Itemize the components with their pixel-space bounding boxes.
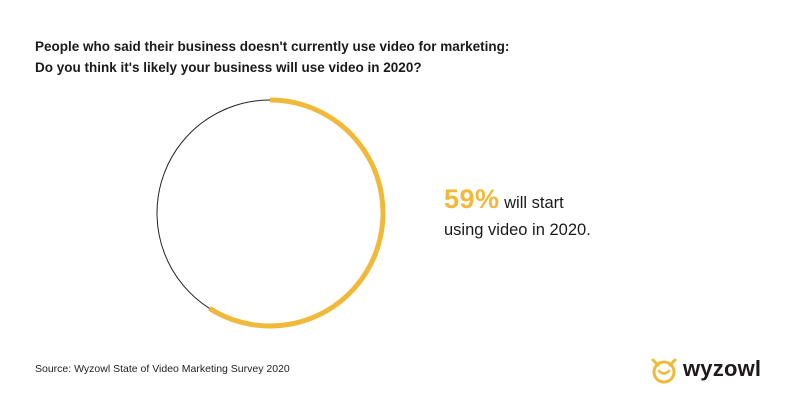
callout: 59% will start using video in 2020. [444, 186, 591, 244]
donut-segment-other [156, 99, 271, 309]
title-line-1: People who said their business doesn't c… [35, 39, 510, 54]
source-note: Source: Wyzowl State of Video Marketing … [35, 363, 290, 375]
callout-line-1: 59% will start [444, 186, 591, 217]
callout-text-2: using video in 2020. [444, 221, 591, 239]
callout-percent: 59% [444, 184, 500, 214]
owl-icon [651, 358, 677, 384]
title-line-2: Do you think it's likely your business w… [35, 60, 422, 75]
logo-wordmark: wyzowl [683, 356, 762, 381]
chart-title: People who said their business doesn't c… [35, 36, 509, 78]
donut-chart [156, 97, 386, 329]
donut-segment-will-start [208, 97, 386, 329]
callout-text-1: will start [504, 194, 564, 212]
wyzowl-logo: wyzowl [649, 354, 761, 384]
